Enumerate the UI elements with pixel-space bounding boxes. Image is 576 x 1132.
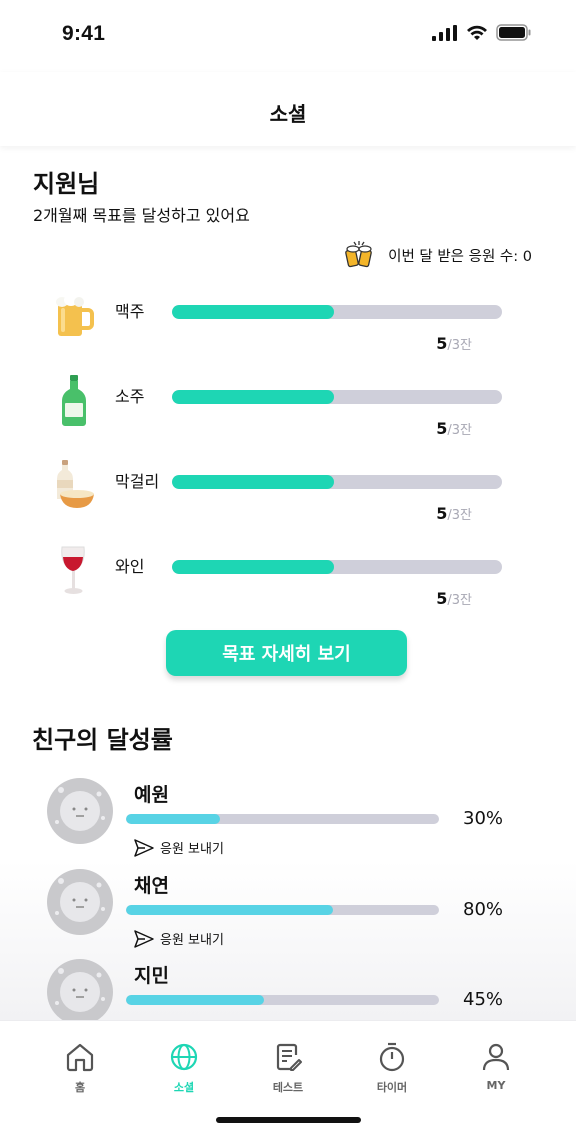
bottom-tab-bar: 홈 소셜 테스트 타이머 MY	[0, 1020, 576, 1132]
received-cheers: 이번 달 받은 응원 수: 0	[344, 240, 532, 270]
drink-progress-fill	[172, 475, 334, 489]
tab-my[interactable]: MY	[456, 1041, 536, 1092]
drink-row-wine: 와인 5/3잔	[0, 546, 576, 633]
top-header: 소셜	[0, 72, 576, 146]
drink-label: 와인	[115, 557, 145, 576]
friends-section-title: 친구의 달성률	[32, 726, 173, 754]
drink-progress-track	[172, 390, 502, 404]
drink-label: 맥주	[115, 302, 145, 321]
friend-progress-track	[126, 905, 439, 915]
test-document-icon	[276, 1043, 302, 1071]
send-icon	[134, 929, 154, 948]
drink-count: 5/3잔	[436, 589, 472, 608]
wifi-icon	[467, 25, 487, 40]
tab-label: 테스트	[272, 1081, 304, 1094]
goal-details-button[interactable]: 목표 자세히 보기	[166, 630, 407, 676]
send-cheer-button[interactable]: 응원 보내기	[134, 929, 224, 948]
drink-progress-fill	[172, 305, 334, 319]
drink-progress-fill	[172, 390, 334, 404]
friend-name: 예원	[134, 784, 169, 806]
tab-social[interactable]: 소셜	[144, 1041, 224, 1095]
drink-progress-fill	[172, 560, 334, 574]
status-icons	[432, 24, 532, 41]
drink-row-beer: 맥주 5/3잔	[0, 294, 576, 378]
friend-row: 예원 30% 응원 보내기	[0, 778, 576, 868]
drink-row-makgeolli: 막걸리 5/3잔	[0, 460, 576, 548]
friend-name: 지민	[134, 965, 169, 987]
tab-label: 타이머	[376, 1081, 408, 1094]
drink-row-soju: 소주 5/3잔	[0, 375, 576, 463]
tab-timer[interactable]: 타이머	[352, 1041, 432, 1095]
page-title: 소셜	[269, 102, 307, 126]
friend-progress-fill	[126, 995, 264, 1005]
friend-name: 채연	[134, 875, 169, 897]
friend-percent: 45%	[463, 989, 504, 1010]
cheers-beer-icon	[345, 241, 372, 268]
drink-progress-track	[172, 475, 502, 489]
drink-label: 막걸리	[115, 472, 160, 491]
globe-icon	[170, 1043, 198, 1071]
friend-percent: 80%	[463, 899, 504, 920]
send-cheer-label: 응원 보내기	[160, 933, 224, 948]
home-indicator	[216, 1117, 361, 1123]
drink-count: 5/3잔	[436, 419, 472, 438]
tab-label: 홈	[74, 1081, 86, 1094]
home-icon	[66, 1043, 94, 1072]
avatar[interactable]	[47, 869, 113, 935]
friend-progress-fill	[126, 814, 220, 824]
tab-label: 소셜	[173, 1081, 195, 1094]
drink-progress-track	[172, 560, 502, 574]
drink-count: 5/3잔	[436, 504, 472, 523]
status-time: 9:41	[62, 22, 106, 45]
friend-row: 지민 45%	[0, 959, 576, 1049]
friend-row: 채연 80% 응원 보내기	[0, 869, 576, 959]
signal-icon	[432, 24, 457, 41]
beer-icon	[56, 294, 94, 336]
friend-percent: 30%	[463, 808, 504, 829]
friend-progress-track	[126, 995, 439, 1005]
avatar[interactable]	[47, 959, 113, 1025]
tab-label: MY	[486, 1079, 506, 1092]
user-streak-text: 2개월째 목표를 달성하고 있어요	[33, 206, 250, 225]
friend-progress-fill	[126, 905, 333, 915]
person-icon	[482, 1043, 510, 1071]
send-cheer-label: 응원 보내기	[160, 842, 224, 857]
tab-home[interactable]: 홈	[40, 1041, 120, 1095]
avatar[interactable]	[47, 778, 113, 844]
battery-icon	[496, 24, 531, 41]
tab-test[interactable]: 테스트	[248, 1041, 328, 1095]
drink-count: 5/3잔	[436, 334, 472, 353]
makgeolli-icon	[57, 460, 94, 508]
cheers-count-text: 이번 달 받은 응원 수: 0	[388, 248, 532, 265]
drink-progress-track	[172, 305, 502, 319]
wine-glass-icon	[61, 546, 85, 594]
send-cheer-button[interactable]: 응원 보내기	[134, 838, 224, 857]
send-icon	[134, 838, 154, 857]
status-bar: 9:41	[0, 0, 576, 68]
timer-icon	[379, 1042, 405, 1072]
user-name: 지원님	[33, 170, 100, 198]
soju-bottle-icon	[62, 375, 86, 426]
drink-label: 소주	[115, 387, 145, 406]
friend-progress-track	[126, 814, 439, 824]
